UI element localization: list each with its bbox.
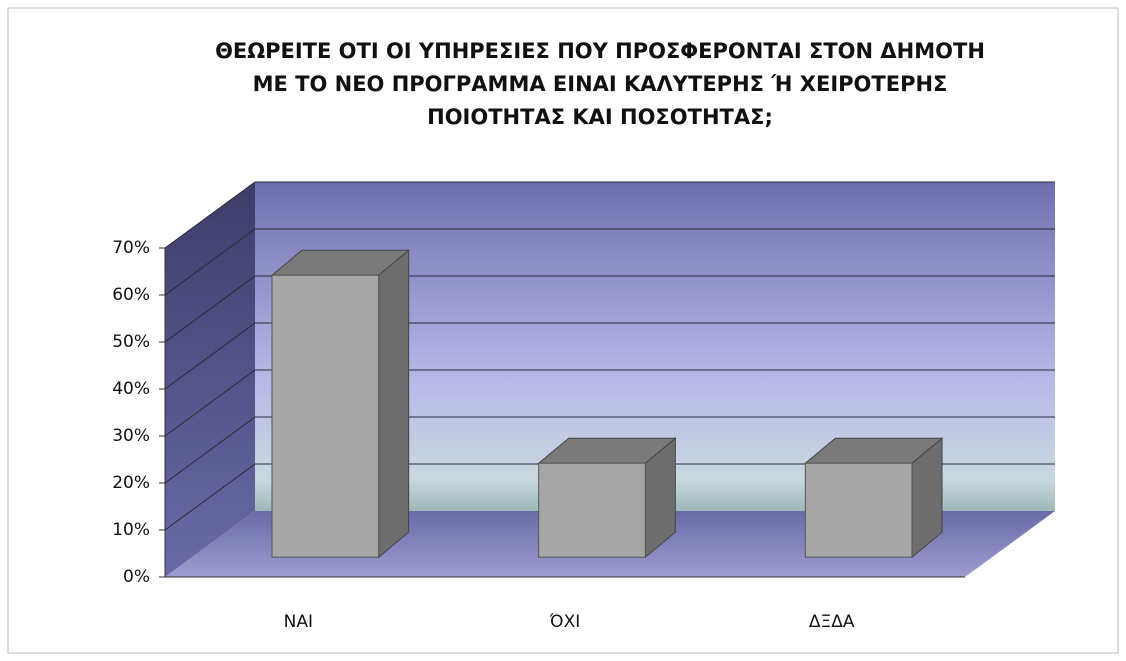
y-tick-label: 50%: [112, 332, 150, 352]
y-tick-label: 70%: [112, 238, 150, 258]
grid-line: [164, 463, 256, 531]
chart-title: ΘΕΩΡΕΙΤΕ ΟΤΙ ΟΙ ΥΠΗΡΕΣΙΕΣ ΠΟΥ ΠΡΟΣΦΕΡΟΝΤ…: [215, 39, 985, 63]
y-tick-label: 30%: [112, 426, 150, 446]
grid-line: [164, 181, 256, 249]
grid-line: [164, 228, 256, 296]
grid-line: [164, 369, 256, 437]
y-tick-label: 20%: [112, 473, 150, 493]
bar: [271, 274, 380, 558]
grid-line: [164, 275, 256, 343]
y-tick-label: 60%: [112, 285, 150, 305]
side-wall: [165, 182, 255, 577]
title: ΘΕΩΡΕΙΤΕ ΟΤΙ ΟΙ ΥΠΗΡΕΣΙΕΣ ΠΟΥ ΠΡΟΣΦΕΡΟΝΤ…: [215, 39, 985, 129]
x-tick-label: ΔΞΔΑ: [809, 612, 855, 632]
chart-title: ΜΕ ΤΟ ΝΕΟ ΠΡΟΓΡΑΜΜΑ ΕΙΝΑΙ ΚΑΛΥΤΕΡΗΣ Ή ΧΕ…: [253, 72, 948, 96]
bar: [538, 462, 646, 558]
grid-line: [164, 322, 256, 390]
bar-side: [378, 249, 410, 559]
y-tick-label: 10%: [112, 520, 150, 540]
x-tick-label: ΝΑΙ: [284, 612, 313, 632]
bar: [804, 462, 913, 558]
y-tick-label: 0%: [123, 567, 150, 587]
grid-line: [164, 416, 256, 484]
back-wall: [255, 182, 1055, 511]
x-tick-label: ΌΧΙ: [549, 612, 580, 632]
bars: [270, 249, 944, 559]
chart-title: ΠΟΙΟΤΗΤΑΣ ΚΑΙ ΠΟΣΟΤΗΤΑΣ;: [427, 105, 773, 129]
y-tick-label: 40%: [112, 379, 150, 399]
